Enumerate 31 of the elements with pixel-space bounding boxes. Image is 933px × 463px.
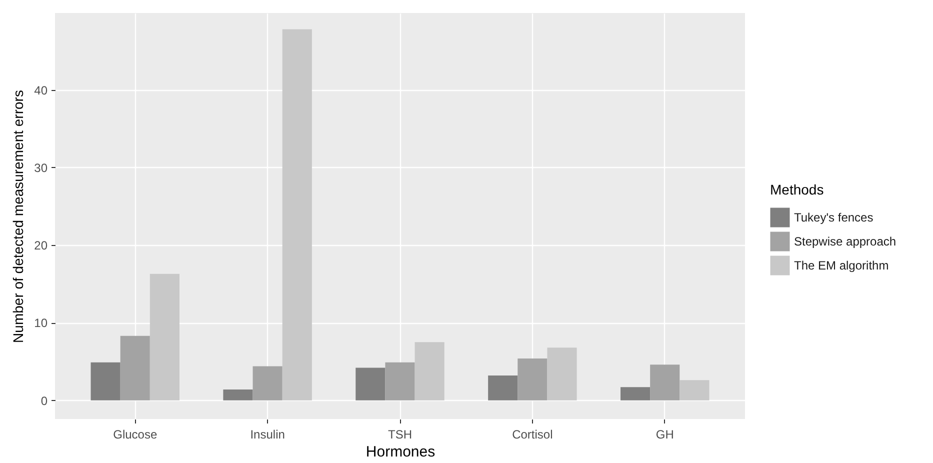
y-tick-label: 20 bbox=[34, 238, 48, 253]
bar bbox=[223, 390, 253, 400]
x-tick-label: Cortisol bbox=[512, 428, 553, 442]
y-tick-label: 0 bbox=[40, 394, 48, 408]
bar bbox=[90, 362, 120, 400]
bar bbox=[620, 387, 650, 400]
x-tick-label: TSH bbox=[388, 428, 412, 442]
bar bbox=[650, 364, 680, 400]
bar bbox=[680, 380, 710, 400]
x-tick-label: Insulin bbox=[250, 428, 285, 442]
y-tick-label: 40 bbox=[34, 83, 48, 98]
legend-title: Methods bbox=[770, 182, 824, 198]
y-tick-label: 30 bbox=[34, 160, 48, 175]
legend-label: Stepwise approach bbox=[794, 234, 896, 249]
legend-label: Tukey's fences bbox=[794, 210, 874, 225]
bar bbox=[356, 368, 386, 400]
bar bbox=[488, 376, 518, 400]
x-tick-label: GH bbox=[656, 428, 674, 442]
bar bbox=[252, 366, 282, 400]
bar bbox=[385, 362, 415, 400]
bar bbox=[120, 336, 150, 400]
bar bbox=[150, 274, 180, 400]
legend-label: The EM algorithm bbox=[794, 258, 889, 273]
x-axis-title: Hormones bbox=[366, 444, 436, 460]
bar bbox=[414, 342, 444, 400]
y-tick-label: 10 bbox=[34, 316, 48, 330]
bar bbox=[518, 358, 548, 400]
x-tick-label: Glucose bbox=[113, 428, 158, 442]
y-axis-title: Number of detected measurement errors bbox=[10, 90, 26, 343]
bar bbox=[282, 29, 312, 400]
bar bbox=[547, 348, 577, 400]
